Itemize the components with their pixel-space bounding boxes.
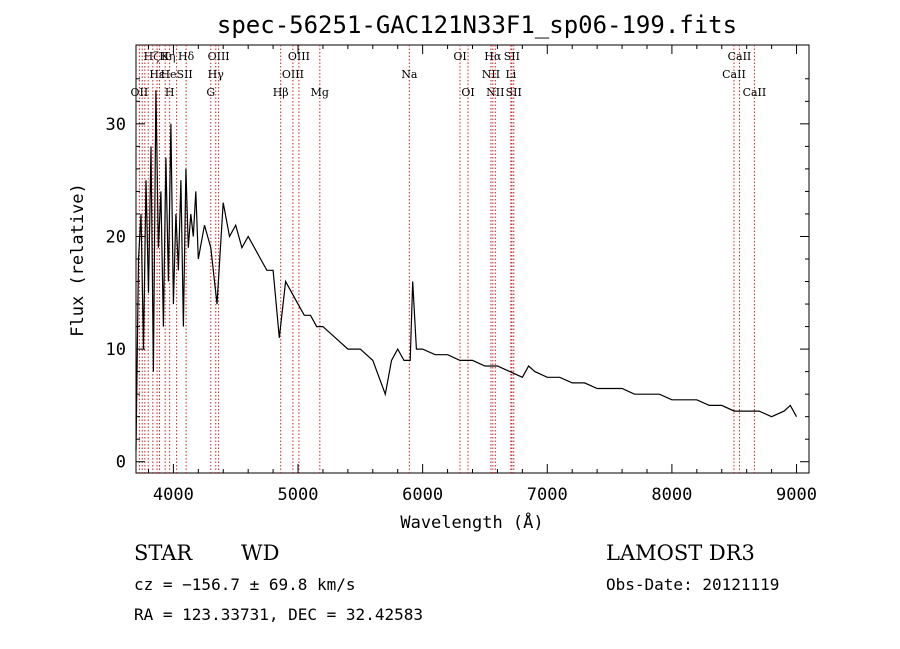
line-label: HeSII: [160, 68, 192, 81]
line-label: Hδ: [178, 50, 195, 63]
y-tick-label: 10: [106, 340, 126, 360]
plot-frame: [135, 44, 810, 474]
x-tick-label: 7000: [527, 485, 568, 505]
x-tick-label: 4000: [153, 485, 194, 505]
line-label: Hβ: [273, 86, 289, 99]
line-label: Hγ: [208, 68, 225, 81]
x-axis: 4000 5000 6000 7000 8000 9000: [147, 45, 817, 505]
x-tick-label: 5000: [278, 485, 319, 505]
y-tick-label: 0: [116, 453, 126, 473]
coordinates: RA = 123.33731, DEC = 32.42583: [134, 605, 423, 624]
line-label: K: [161, 50, 170, 63]
line-label: Na: [401, 68, 418, 81]
x-tick-label: 9000: [776, 485, 817, 505]
object-subclass: WD: [241, 541, 279, 565]
line-label: Hα: [484, 50, 502, 63]
y-axis: 0 10 20 30: [106, 78, 809, 473]
line-label: OI: [461, 86, 474, 99]
y-axis-label: Flux (relative): [68, 183, 88, 337]
line-label: NII: [482, 68, 500, 81]
line-label: CaII: [722, 68, 746, 81]
line-label: CaII: [728, 50, 752, 63]
redshift-velocity: cz = −156.7 ± 69.8 km/s: [134, 575, 356, 594]
line-label: Li: [505, 68, 516, 81]
line-label: OIII: [208, 50, 230, 63]
x-tick-label: 8000: [651, 485, 692, 505]
line-label: Hε: [149, 68, 165, 81]
line-label: OIII: [282, 68, 304, 81]
line-label: SII: [506, 86, 522, 99]
y-tick-label: 20: [106, 227, 126, 247]
line-label: HζHη: [144, 50, 176, 63]
observation-date: Obs-Date: 20121119: [606, 575, 779, 594]
line-label: SII: [504, 50, 520, 63]
line-label: H: [165, 86, 175, 99]
object-class: STAR: [134, 541, 193, 565]
spectrum-line: [135, 90, 798, 451]
spectral-line-markers: [138, 45, 755, 473]
y-tick-label: 30: [106, 115, 126, 135]
line-label: G: [206, 86, 215, 99]
line-label: Mg: [311, 86, 329, 99]
line-label: OII: [131, 86, 149, 99]
line-label: NII: [486, 86, 504, 99]
line-label: OIII: [288, 50, 310, 63]
line-label: CaII: [743, 86, 767, 99]
chart-title: spec-56251-GAC121N33F1_sp06-199.fits: [217, 11, 737, 39]
x-tick-label: 6000: [402, 485, 443, 505]
x-axis-label: Wavelength (Å): [400, 511, 543, 533]
line-label: OI: [453, 50, 466, 63]
survey-label: LAMOST DR3: [606, 541, 755, 565]
